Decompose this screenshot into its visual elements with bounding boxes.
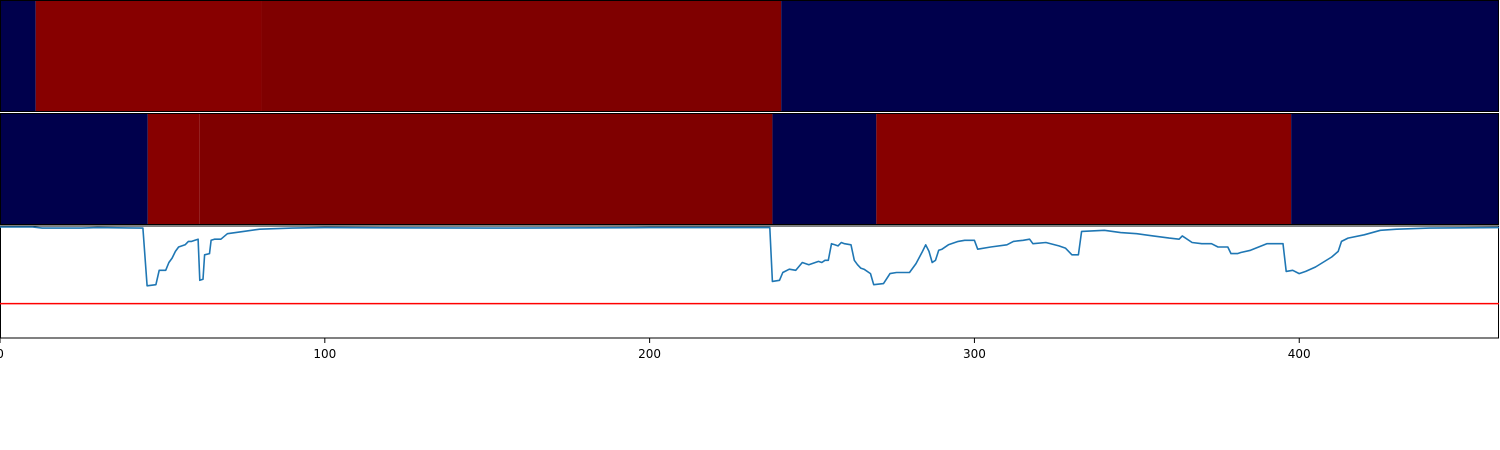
x-axis: 0 100 200 300 400 [0, 338, 1311, 361]
series-line-0 [0, 226, 1500, 287]
heatmap-top-segment-3 [781, 0, 1499, 112]
heatmap-middle-frame [0, 113, 1499, 225]
x-tick-label: 300 [963, 347, 986, 361]
heatmap-top-segment-0 [0, 0, 36, 112]
heatmap-middle-segment-3 [772, 113, 877, 225]
heatmap-panel-top [0, 0, 1499, 112]
heatmap-top-frame [0, 0, 1499, 112]
heatmap-top-segment-2 [261, 0, 782, 112]
heatmap-panel-middle [0, 113, 1499, 225]
x-tick-label: 200 [638, 347, 661, 361]
heatmap-middle-segment-2 [199, 113, 773, 225]
heatmap-middle-segment-5 [1291, 113, 1499, 225]
heatmap-top-segment-1 [35, 0, 262, 112]
line-panel-frame [0, 225, 1499, 339]
heatmap-middle-segment-4 [876, 113, 1292, 225]
heatmap-middle-segment-1 [147, 113, 200, 225]
x-tick-label: 100 [313, 347, 336, 361]
heatmap-middle-segment-0 [0, 113, 148, 225]
line-panel [0, 225, 1500, 339]
x-tick-label: 0 [0, 347, 4, 361]
x-tick-label: 400 [1288, 347, 1311, 361]
